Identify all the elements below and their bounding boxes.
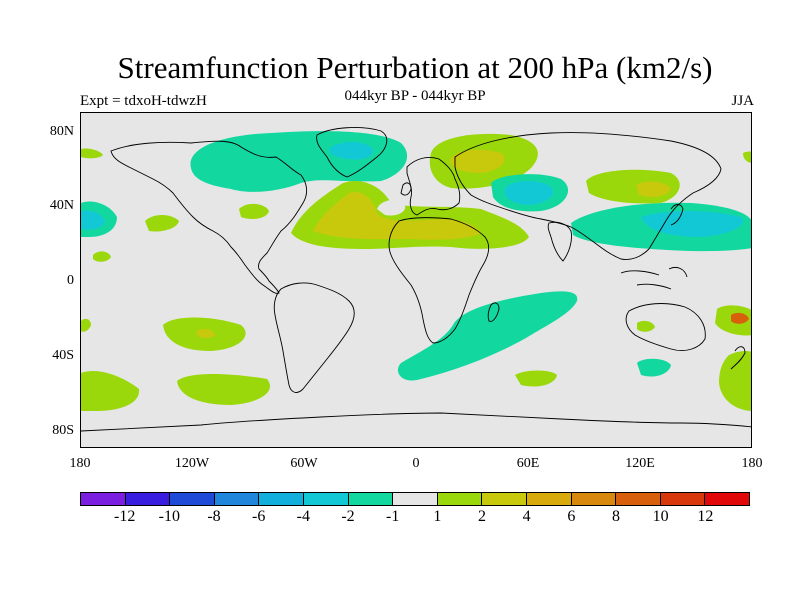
contour-positive2-atlantic bbox=[313, 192, 481, 240]
colorbar-swatch bbox=[170, 493, 215, 505]
colorbar-label: -2 bbox=[341, 508, 355, 525]
x-tick-label: 180 bbox=[69, 456, 91, 471]
coast-australia bbox=[625, 303, 706, 351]
colorbar-label: -1 bbox=[385, 508, 400, 525]
map-panel bbox=[80, 112, 752, 448]
colorbar-swatch bbox=[259, 493, 304, 505]
map-canvas bbox=[81, 127, 751, 432]
colorbar-label: -4 bbox=[296, 508, 310, 525]
contour-negative2-west-pacific bbox=[81, 210, 105, 230]
contour-negative2-greenland bbox=[329, 141, 374, 160]
coast-india bbox=[547, 221, 572, 262]
colorbar-swatch bbox=[348, 493, 394, 505]
coast-south-america bbox=[273, 282, 355, 393]
contour-negative2-central-asia bbox=[504, 181, 554, 205]
contour-positive2-south-pacific bbox=[197, 328, 215, 338]
coast-new-zealand bbox=[730, 346, 746, 370]
colorbar-label: -6 bbox=[251, 508, 266, 525]
colorbar-swatch bbox=[125, 493, 171, 505]
coast-antarctica bbox=[81, 412, 751, 432]
colorbar-swatch bbox=[393, 493, 438, 505]
contour-positive-west-edge-south bbox=[81, 318, 91, 332]
coast-asia bbox=[454, 132, 722, 260]
contour-positive2-east-asia bbox=[636, 181, 671, 197]
colorbar-swatch bbox=[705, 493, 749, 505]
y-tick-label: 40N bbox=[49, 198, 74, 213]
contour-fills bbox=[81, 131, 751, 411]
colorbar-swatch bbox=[616, 493, 661, 505]
colorbar-label: -10 bbox=[158, 508, 180, 525]
y-tick-label: 0 bbox=[67, 273, 74, 288]
experiment-label: Expt = tdxoH-tdwzH bbox=[80, 93, 207, 109]
y-tick-label: 80S bbox=[52, 423, 74, 438]
contour-positive-north-atlantic-small bbox=[239, 203, 269, 219]
contour-positive-east-edge bbox=[743, 151, 751, 163]
coast-japan bbox=[670, 204, 684, 226]
contour-positive-south-edge-right bbox=[719, 351, 751, 411]
coast-indonesia bbox=[620, 266, 688, 290]
colorbar-swatch bbox=[660, 493, 706, 505]
colorbar-label: 12 bbox=[697, 508, 714, 525]
contour-negative-south-indian-small bbox=[637, 358, 671, 377]
colorbar-swatch bbox=[571, 493, 617, 505]
colorbar-swatch bbox=[526, 493, 572, 505]
contour-negative-arctic-america bbox=[190, 131, 408, 192]
x-tick-label: 60E bbox=[516, 456, 540, 471]
coast-greenland bbox=[316, 127, 388, 178]
coast-europe bbox=[406, 156, 461, 216]
colorbar-swatch bbox=[482, 493, 527, 505]
map-title: Streamfunction Perturbation at 200 hPa (… bbox=[117, 50, 713, 85]
y-tick-label: 80N bbox=[49, 124, 74, 139]
y-tick-label: 40S bbox=[52, 348, 74, 363]
contour-positive-south-america-pacific bbox=[177, 374, 270, 405]
contour-positive-north-edge bbox=[81, 148, 103, 159]
map-subtitle: 044kyr BP - 044kyr BP bbox=[344, 88, 486, 104]
x-tick-label: 180 bbox=[741, 456, 763, 471]
coast-uk bbox=[400, 182, 412, 196]
contour-positive-australia-small bbox=[637, 320, 655, 332]
coast-madagascar bbox=[487, 302, 500, 322]
colorbar-label: 10 bbox=[652, 508, 669, 525]
colorbar-label: 6 bbox=[567, 508, 576, 525]
contour-positive-south-indian bbox=[515, 370, 557, 387]
contour-neutral-hole-atlantic bbox=[377, 200, 406, 216]
coastlines bbox=[81, 127, 751, 432]
colorbar-label: 1 bbox=[433, 508, 442, 525]
colorbar-label: 2 bbox=[478, 508, 486, 525]
coast-africa bbox=[388, 217, 490, 344]
contour-positive-south-edge-left bbox=[81, 370, 140, 411]
colorbar-label: -8 bbox=[207, 508, 221, 525]
colorbar-label: -12 bbox=[113, 508, 136, 525]
x-tick-label: 60W bbox=[290, 456, 318, 471]
colorbar-swatch bbox=[303, 493, 349, 505]
colorbar-swatch bbox=[437, 493, 483, 505]
coast-north-america bbox=[110, 140, 308, 294]
colorbar-label: 4 bbox=[522, 508, 531, 525]
colorbar-swatch bbox=[214, 493, 260, 505]
colorbar bbox=[80, 492, 750, 506]
contour-negative2-north-pacific bbox=[641, 211, 743, 237]
contour-positive2-east-south-pacific bbox=[731, 312, 749, 324]
contour-positive2-siberia bbox=[450, 149, 505, 173]
x-tick-label: 120E bbox=[625, 456, 655, 471]
contour-positive-east-pacific bbox=[145, 215, 179, 232]
contour-positive-small-pacific bbox=[93, 251, 111, 262]
season-label: JJA bbox=[731, 93, 754, 109]
colorbar-swatch bbox=[81, 493, 126, 505]
x-tick-label: 0 bbox=[412, 456, 420, 471]
x-tick-label: 120W bbox=[174, 456, 210, 471]
colorbar-label: 8 bbox=[612, 508, 620, 525]
contour-negative-south-atlantic bbox=[397, 291, 578, 381]
